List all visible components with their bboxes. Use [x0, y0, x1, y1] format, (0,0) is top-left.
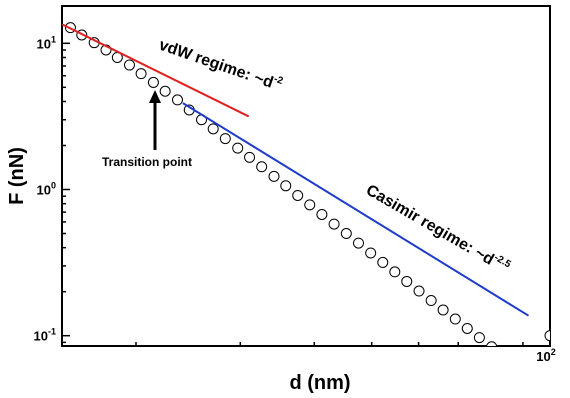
casimir-fit-line — [182, 102, 530, 317]
y-tick-exponent: 0 — [51, 180, 56, 190]
data-point — [425, 295, 437, 307]
data-point — [437, 304, 449, 316]
data-point — [353, 237, 365, 249]
data-point — [135, 68, 147, 80]
data-point — [544, 330, 550, 342]
casimir-exponent: -2.5 — [492, 252, 513, 270]
data-point — [413, 285, 425, 297]
y-tick-exponent: -1 — [48, 327, 56, 337]
data-point — [159, 85, 171, 97]
y-tick-base: 10 — [34, 329, 48, 344]
vdw-regime-label: vdW regime: ~d-2 — [157, 35, 285, 95]
vdw-exponent: -2 — [272, 74, 284, 87]
data-point — [244, 151, 256, 163]
data-point — [256, 161, 268, 173]
transition-point-label: Transition point — [102, 155, 192, 169]
y-tick-exponent: 1 — [51, 34, 56, 44]
data-point — [219, 133, 231, 145]
y-axis-label: F (nN) — [6, 147, 28, 205]
x-tick-base: 10 — [536, 349, 550, 364]
y-tick-base: 10 — [37, 182, 51, 197]
data-point — [268, 170, 280, 182]
data-point — [473, 332, 485, 344]
data-point — [207, 123, 219, 135]
y-tick-label: 100 — [37, 180, 56, 197]
data-point — [147, 76, 159, 88]
transition-arrow — [149, 90, 161, 150]
fit-lines — [62, 23, 530, 317]
axis-ticks — [62, 42, 551, 346]
data-point — [461, 322, 473, 334]
data-point — [377, 256, 389, 268]
data-point — [486, 341, 498, 346]
data-point — [389, 266, 401, 278]
data-point — [499, 351, 509, 361]
y-tick-base: 10 — [37, 36, 51, 51]
data-point — [304, 199, 316, 211]
data-point — [292, 189, 304, 201]
data-point — [123, 59, 135, 71]
data-point — [171, 94, 183, 106]
x-tick-exponent: 2 — [551, 347, 556, 357]
x-axis-label: d (nm) — [289, 372, 350, 394]
data-point — [365, 247, 377, 259]
plot-frame — [61, 5, 551, 347]
data-point — [232, 142, 244, 154]
data-point — [316, 208, 328, 220]
y-tick-label: 101 — [37, 34, 56, 51]
x-tick-label: 102 — [536, 347, 555, 364]
data-points — [64, 22, 550, 375]
data-point — [523, 365, 533, 375]
data-point — [340, 228, 352, 240]
data-point — [328, 218, 340, 230]
y-tick-label: 10-1 — [34, 327, 56, 344]
data-point — [401, 275, 413, 287]
data-point — [280, 180, 292, 192]
vdw-fit-line — [62, 23, 250, 118]
data-point — [511, 360, 521, 370]
data-point — [449, 313, 461, 325]
